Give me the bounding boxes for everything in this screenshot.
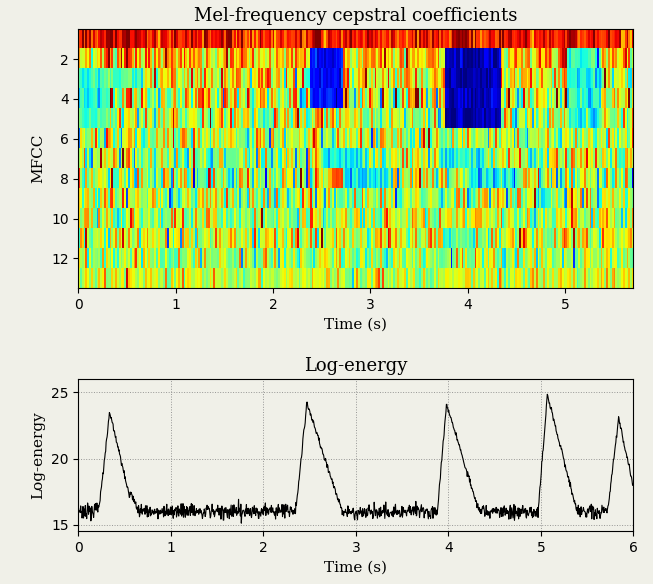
X-axis label: Time (s): Time (s) (325, 561, 387, 575)
Title: Mel-frequency cepstral coefficients: Mel-frequency cepstral coefficients (194, 7, 518, 25)
Y-axis label: Log-energy: Log-energy (31, 411, 46, 499)
Y-axis label: MFCC: MFCC (31, 134, 46, 183)
X-axis label: Time (s): Time (s) (325, 318, 387, 332)
Title: Log-energy: Log-energy (304, 357, 407, 374)
